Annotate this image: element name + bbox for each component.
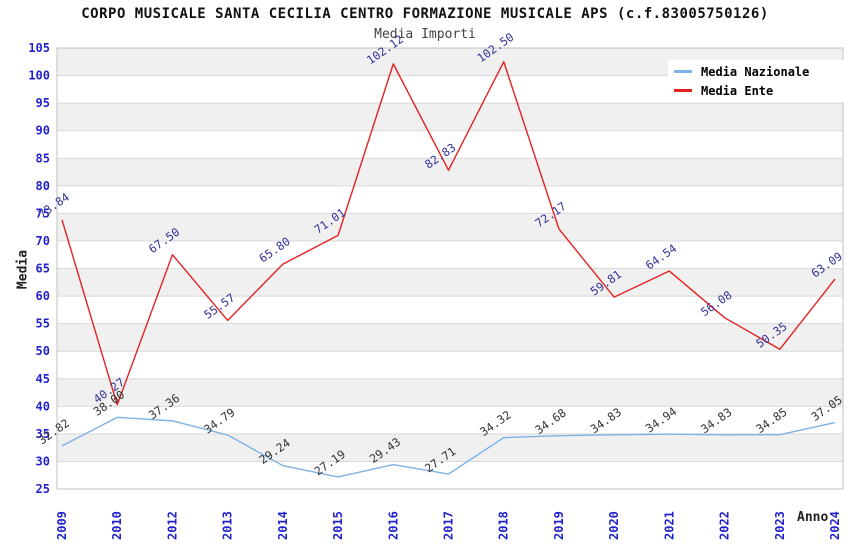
y-axis-tick-label: 105 [28,41,50,55]
x-axis-tick-label: 2013 [221,511,235,540]
y-axis-tick-label: 55 [36,317,50,331]
x-axis-tick-label: 2021 [662,511,676,540]
plot-band [57,240,843,269]
x-axis-tick-label: 2015 [331,511,345,540]
y-axis-tick-label: 95 [36,96,50,110]
y-axis-tick-label: 100 [28,69,50,83]
plot-band [57,185,843,214]
x-axis-tick-label: 2017 [442,511,456,540]
plot-band [57,323,843,352]
y-axis-title: Media [15,249,31,290]
plot-band [57,103,843,131]
x-axis-tick-label: 2022 [718,511,732,540]
y-axis-tick-label: 85 [36,151,50,165]
plot-band [57,378,843,407]
x-axis-tick-label: 2024 [828,511,842,540]
series-line-media-nazionale [61,416,836,478]
y-axis-tick-label: 50 [36,344,50,358]
plot-band [57,461,843,489]
plot-band [57,130,843,159]
legend-label-media-nazionale: Media Nazionale [701,64,810,79]
legend-label-media-ente: Media Ente [701,83,774,98]
y-axis-tick-label: 75 [36,206,50,220]
plot-band [57,213,843,241]
plot-band [57,351,843,379]
media-ente-line-swatch [674,89,692,92]
x-axis-tick-label: 2009 [55,511,69,540]
chart-subtitle: Media Importi [374,27,476,42]
x-axis-tick-label: 2019 [552,511,566,540]
x-axis-tick-label: 2012 [165,511,179,540]
x-axis-tick-label: 2016 [386,511,400,540]
chart-title: CORPO MUSICALE SANTA CECILIA CENTRO FORM… [81,6,769,22]
y-axis-tick-label: 25 [36,482,50,496]
y-axis-tick-label: 35 [36,427,50,441]
media-nazionale-line-swatch [674,70,692,73]
x-axis-tick-label: 2018 [497,511,511,540]
plot-band [57,158,843,186]
y-axis-tick-label: 45 [36,372,50,386]
legend: Media Nazionale Media Ente [668,60,844,102]
legend-item-media-ente: Media Ente [668,84,844,98]
x-axis-title: Anno [797,510,829,525]
y-axis-tick-label: 80 [36,179,50,193]
y-axis-tick-label: 70 [36,234,50,248]
plot-band [57,433,843,462]
y-axis-tick-label: 65 [36,262,50,276]
x-axis-tick-label: 2023 [773,511,787,540]
plot-border [56,47,844,490]
plot-band [57,406,843,434]
x-axis-tick-label: 2020 [607,511,621,540]
y-axis-tick-label: 60 [36,289,50,303]
x-axis-tick-label: 2010 [110,511,124,540]
legend-item-media-nazionale: Media Nazionale [668,65,844,79]
y-axis-tick-label: 90 [36,124,50,138]
x-axis-tick-label: 2014 [276,511,290,540]
y-axis-tick-label: 40 [36,399,50,413]
plot-band [57,296,843,324]
series-line-media-ente [61,61,836,406]
y-axis-tick-label: 30 [36,454,50,468]
